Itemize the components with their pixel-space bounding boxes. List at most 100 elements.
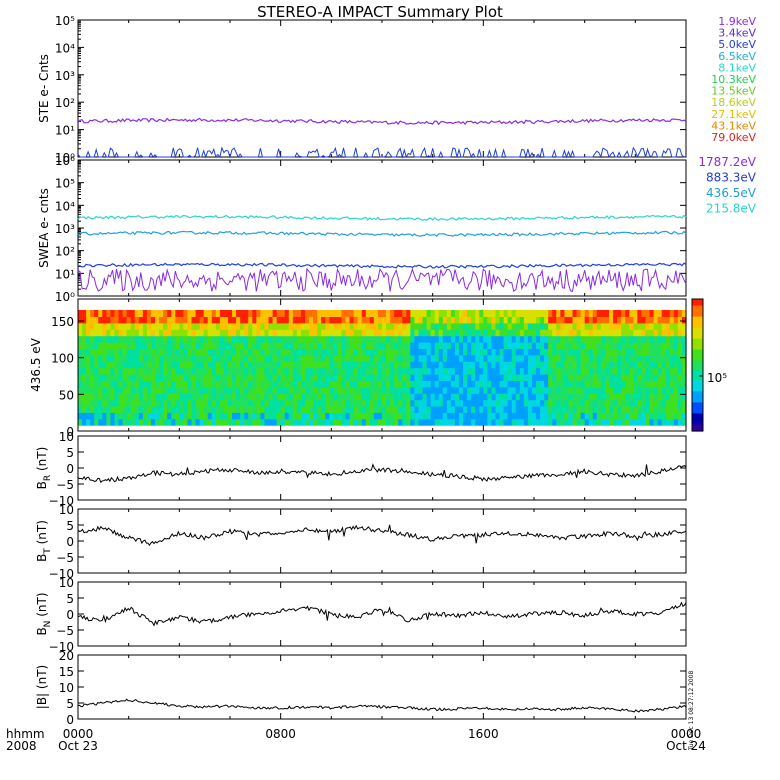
pad-cell xyxy=(248,316,253,324)
pad-cell xyxy=(673,386,679,394)
pad-cell xyxy=(540,393,545,401)
colorbar-cell xyxy=(692,305,703,309)
pad-cell xyxy=(219,329,225,337)
pad-cell xyxy=(633,386,638,394)
pad-cell xyxy=(596,342,602,349)
pad-cell xyxy=(414,405,420,413)
pad-cell xyxy=(232,335,237,343)
pad-cell xyxy=(179,354,184,362)
pad-cell xyxy=(608,412,614,420)
pad-cell xyxy=(264,412,270,420)
pad-cell xyxy=(426,348,432,356)
pad-cell xyxy=(463,322,468,330)
date-tick-label: Oct 24 xyxy=(666,739,706,753)
pad-cell xyxy=(138,399,144,407)
pad-cell xyxy=(155,380,160,388)
pad-cell xyxy=(163,374,168,381)
pad-cell xyxy=(329,412,334,420)
pad-cell xyxy=(617,386,622,394)
pad-cell xyxy=(260,374,266,381)
pad-cell xyxy=(483,361,488,369)
pad-cell xyxy=(503,405,509,413)
pad-cell xyxy=(681,399,687,407)
pad-cell xyxy=(463,367,468,375)
pad-cell xyxy=(548,342,553,349)
pad-cell xyxy=(653,405,659,413)
pad-cell xyxy=(641,380,647,388)
pad-cell xyxy=(244,322,249,330)
pad-cell xyxy=(138,329,144,337)
pad-cell xyxy=(272,342,278,349)
pad-cell xyxy=(138,418,144,426)
pad-cell xyxy=(629,367,634,375)
pad-cell xyxy=(195,393,201,401)
pad-cell xyxy=(515,393,521,401)
pad-cell xyxy=(240,386,245,394)
pad-cell xyxy=(138,335,144,343)
pad-cell xyxy=(576,418,582,426)
bmag-ytick-label: 15 xyxy=(59,665,74,679)
pad-cell xyxy=(471,335,476,343)
pad-cell xyxy=(203,335,209,343)
bmag-ytick-label: 20 xyxy=(59,649,74,663)
pad-cell xyxy=(523,418,529,426)
pad-cell xyxy=(260,354,266,362)
pad-cell xyxy=(313,367,318,375)
ste-ytick-label: 10¹ xyxy=(55,124,75,138)
pad-cell xyxy=(653,342,659,349)
pad-cell xyxy=(325,393,330,401)
pad-cell xyxy=(653,316,659,324)
pad-cell xyxy=(207,322,213,330)
pad-cell xyxy=(377,354,383,362)
pad-cell xyxy=(94,412,99,420)
pad-cell xyxy=(398,380,403,388)
pad-cell xyxy=(300,361,306,369)
pad-cell xyxy=(386,322,391,330)
pad-cell xyxy=(386,361,391,369)
pad-cell xyxy=(365,405,371,413)
pad-cell xyxy=(199,367,205,375)
br-ytick-label: 5 xyxy=(66,446,74,460)
pad-cell xyxy=(215,386,221,394)
pad-cell xyxy=(187,322,193,330)
pad-cell xyxy=(138,380,144,388)
pad-cell xyxy=(629,310,634,317)
pad-cell xyxy=(317,386,322,394)
pad-cell xyxy=(596,329,602,337)
pad-cell xyxy=(382,386,387,394)
pad-cell xyxy=(211,412,217,420)
pad-cell xyxy=(629,329,634,337)
pad-cell xyxy=(321,386,326,394)
pad-cell xyxy=(548,393,553,401)
pad-cell xyxy=(604,348,610,356)
pad-cell xyxy=(511,310,517,317)
pad-cell xyxy=(588,399,594,407)
pad-cell xyxy=(150,418,156,426)
pad-cell xyxy=(284,322,290,330)
pad-cell xyxy=(130,329,136,337)
pad-cell xyxy=(300,418,306,426)
pad-cell xyxy=(479,310,484,317)
pad-cell xyxy=(284,310,290,317)
colorbar-cell xyxy=(692,415,703,419)
pad-cell xyxy=(592,335,598,343)
pad-cell xyxy=(406,393,411,401)
pad-cell xyxy=(475,316,480,324)
pad-cell xyxy=(296,316,302,324)
pad-cell xyxy=(207,316,213,324)
pad-cell xyxy=(673,316,679,324)
pad-cell xyxy=(313,374,318,381)
pad-cell xyxy=(410,342,416,349)
pad-cell xyxy=(600,342,606,349)
pad-cell xyxy=(187,380,193,388)
pad-cell xyxy=(495,380,501,388)
pad-cell xyxy=(669,348,675,356)
pad-cell xyxy=(82,322,87,330)
pad-cell xyxy=(544,374,549,381)
pad-cell xyxy=(353,386,359,394)
pad-cell xyxy=(130,386,136,394)
pad-cell xyxy=(471,380,476,388)
pad-cell xyxy=(386,335,391,343)
pad-cell xyxy=(155,322,160,330)
pad-cell xyxy=(163,418,168,426)
